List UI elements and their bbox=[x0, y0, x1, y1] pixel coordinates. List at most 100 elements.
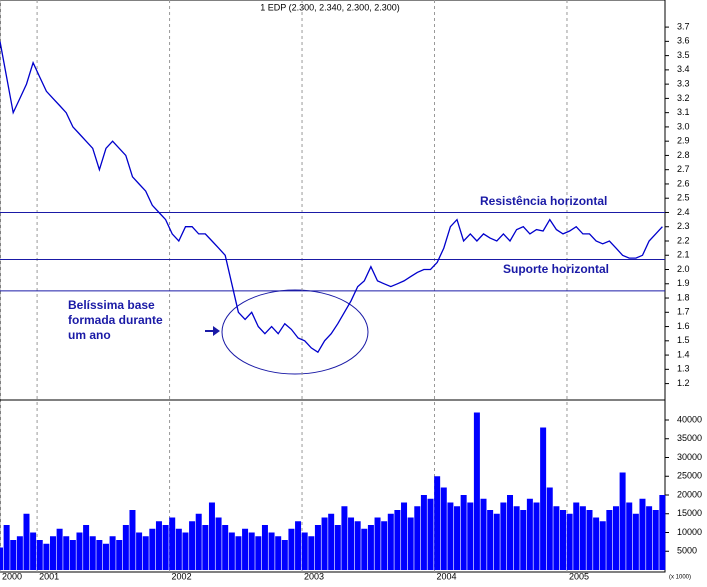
volume-bar bbox=[169, 517, 176, 570]
volume-bar bbox=[401, 502, 408, 570]
volume-bar bbox=[63, 536, 70, 570]
volume-bar bbox=[374, 517, 381, 570]
volume-bar bbox=[288, 528, 295, 570]
y-tick-label: 2.8 bbox=[677, 150, 690, 160]
base-ellipse bbox=[221, 289, 369, 375]
x-tick-label: 2000 bbox=[2, 571, 22, 581]
volume-bar bbox=[546, 487, 553, 570]
volume-bar bbox=[49, 536, 56, 570]
volume-bar bbox=[182, 532, 189, 570]
y-tick-label: 20000 bbox=[677, 489, 702, 499]
volume-bar bbox=[407, 517, 414, 570]
y-tick-label: 1.8 bbox=[677, 292, 690, 302]
y-tick-label: 2.9 bbox=[677, 136, 690, 146]
volume-bar bbox=[487, 510, 494, 570]
volume-bar bbox=[579, 506, 586, 570]
volume-bar bbox=[533, 502, 540, 570]
y-tick-label: 1.5 bbox=[677, 335, 690, 345]
volume-bar bbox=[275, 536, 282, 570]
volume-bar bbox=[10, 540, 17, 570]
volume-bar bbox=[189, 521, 196, 570]
volume-bar bbox=[626, 502, 633, 570]
volume-bar bbox=[69, 540, 76, 570]
volume-bar bbox=[467, 502, 474, 570]
y-tick-label: 2.5 bbox=[677, 193, 690, 203]
x-tick-label: 2005 bbox=[569, 571, 589, 581]
y-tick-label: 2.7 bbox=[677, 164, 690, 174]
volume-bar bbox=[248, 532, 255, 570]
volume-bar bbox=[142, 536, 149, 570]
y-tick-label: 1.6 bbox=[677, 321, 690, 331]
volume-bar bbox=[122, 525, 129, 570]
annotation-line: um ano bbox=[68, 328, 111, 342]
annotation-line: Resistência horizontal bbox=[480, 194, 607, 208]
volume-bar bbox=[30, 532, 37, 570]
arrow bbox=[205, 326, 220, 336]
volume-bar bbox=[109, 536, 116, 570]
volume-bar bbox=[0, 547, 3, 570]
y-tick-label: 3.2 bbox=[677, 93, 690, 103]
volume-bar bbox=[394, 510, 401, 570]
volume-bar bbox=[255, 536, 262, 570]
y-tick-label: 3.6 bbox=[677, 36, 690, 46]
y-tick-label: 30000 bbox=[677, 452, 702, 462]
volume-bar bbox=[606, 510, 613, 570]
volume-bar bbox=[228, 532, 235, 570]
y-tick-label: 15000 bbox=[677, 508, 702, 518]
volume-bar bbox=[559, 510, 566, 570]
y-tick-label: 2.0 bbox=[677, 264, 690, 274]
volume-bar bbox=[195, 513, 202, 570]
y-tick-label: 1.9 bbox=[677, 278, 690, 288]
volume-bar bbox=[301, 532, 308, 570]
volume-bar bbox=[573, 502, 580, 570]
y-tick-label: 5000 bbox=[677, 546, 697, 556]
plot-frame bbox=[0, 0, 666, 573]
y-tick-label: 1.4 bbox=[677, 349, 690, 359]
volume-bar bbox=[599, 521, 606, 570]
x-tick-label: 2002 bbox=[172, 571, 192, 581]
annotation-line: Suporte horizontal bbox=[503, 262, 609, 276]
volume-bar bbox=[632, 513, 639, 570]
volume-bar bbox=[659, 495, 666, 570]
y-tick-label: 25000 bbox=[677, 471, 702, 481]
chart-title: 1 EDP (2.300, 2.340, 2.300, 2.300) bbox=[260, 2, 399, 12]
y-tick-label: 35000 bbox=[677, 433, 702, 443]
volume-bar bbox=[208, 502, 215, 570]
volume-bar bbox=[215, 517, 222, 570]
annotation-line: formada durante bbox=[68, 313, 163, 327]
volume-bar bbox=[321, 517, 328, 570]
volume-bar bbox=[314, 525, 321, 570]
volume-bar bbox=[652, 510, 659, 570]
volume-bar bbox=[520, 510, 527, 570]
volume-bar bbox=[473, 412, 480, 570]
y-tick-label: 3.5 bbox=[677, 50, 690, 60]
volume-bar bbox=[36, 540, 43, 570]
volume-bar bbox=[387, 513, 394, 570]
y-tick-label: 2.4 bbox=[677, 207, 690, 217]
y-tick-label: 2.1 bbox=[677, 250, 690, 260]
volume-bar bbox=[354, 521, 361, 570]
volume-bar bbox=[348, 517, 355, 570]
volume-bar bbox=[155, 521, 162, 570]
volume-bar bbox=[639, 498, 646, 570]
volume-bar bbox=[500, 502, 507, 570]
volume-bar bbox=[493, 513, 500, 570]
x-tick-label: 2004 bbox=[437, 571, 457, 581]
volume-bar bbox=[162, 525, 169, 570]
volume-bar bbox=[420, 495, 427, 570]
volume-bar bbox=[427, 498, 434, 570]
y-tick-label: 3.4 bbox=[677, 64, 690, 74]
volume-bar bbox=[367, 525, 374, 570]
volume-bar bbox=[507, 495, 514, 570]
y-tick-label: 2.2 bbox=[677, 235, 690, 245]
volume-bar bbox=[281, 540, 288, 570]
volume-bar bbox=[646, 506, 653, 570]
price-line bbox=[0, 41, 663, 354]
volume-bar bbox=[149, 528, 156, 570]
axis-label: (x 1000) bbox=[669, 575, 691, 581]
volume-bar bbox=[235, 536, 242, 570]
volume-bar bbox=[414, 506, 421, 570]
volume-bar bbox=[136, 532, 143, 570]
volume-bar bbox=[566, 513, 573, 570]
volume-bar bbox=[175, 528, 182, 570]
